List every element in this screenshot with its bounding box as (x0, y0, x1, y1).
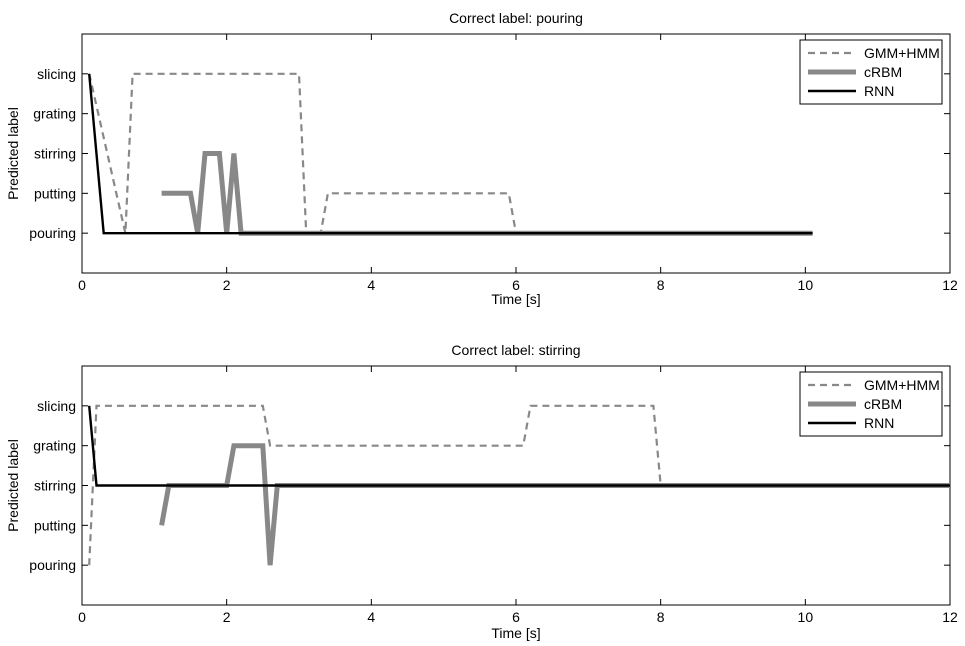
y-axis-label: Predicted label (5, 107, 21, 200)
legend-label: cRBM (864, 396, 902, 412)
y-tick-label: stirring (34, 478, 76, 494)
x-tick-label: 10 (798, 277, 814, 293)
x-tick-label: 4 (367, 609, 375, 625)
series-line-rnn (88, 405, 950, 487)
x-axis-label: Time [s] (491, 625, 540, 641)
y-axis-label: Predicted label (5, 439, 21, 532)
y-tick-label: putting (34, 185, 76, 201)
legend-label: GMM+HMM (864, 377, 940, 393)
series-line-crbm (161, 151, 813, 236)
chart-1: Correct label: pouring Predicted label Tim… (5, 10, 958, 307)
y-tick-label: slicing (37, 398, 76, 414)
x-tick-label: 12 (942, 277, 958, 293)
x-axis-label: Time [s] (491, 291, 540, 307)
legend-label: GMM+HMM (864, 45, 940, 61)
series-line-crbm (159, 443, 950, 566)
legend-label: RNN (864, 415, 894, 431)
x-tick-label: 6 (512, 609, 520, 625)
y-tick-label: slicing (37, 66, 76, 82)
legend: GMM+HMM cRBM RNN (799, 39, 943, 105)
x-tick-label: 10 (798, 609, 814, 625)
y-tick-label: grating (33, 106, 76, 122)
chart-title: Correct label: pouring (449, 10, 583, 26)
y-tick-label: pouring (29, 225, 76, 241)
x-tick-label: 8 (657, 609, 665, 625)
legend-label: cRBM (864, 64, 902, 80)
series-line-rnn (88, 73, 813, 235)
x-tick-label: 0 (78, 609, 86, 625)
chart-title: Correct label: stirring (451, 342, 580, 358)
x-tick-label: 6 (512, 277, 520, 293)
x-tick-label: 2 (223, 609, 231, 625)
x-tick-label: 4 (367, 277, 375, 293)
x-tick-label: 12 (942, 609, 958, 625)
y-tick-label: stirring (34, 146, 76, 162)
x-tick-label: 8 (657, 277, 665, 293)
x-tick-label: 0 (78, 277, 86, 293)
x-tick-label: 2 (223, 277, 231, 293)
y-tick-label: grating (33, 438, 76, 454)
legend: GMM+HMM cRBM RNN (799, 371, 943, 437)
series-line-gmm-hmm (88, 72, 813, 235)
chart-2: Correct label: stirring Predicted label Ti… (5, 342, 958, 641)
legend-label: RNN (864, 83, 894, 99)
y-tick-label: putting (34, 517, 76, 533)
y-tick-label: pouring (29, 557, 76, 573)
